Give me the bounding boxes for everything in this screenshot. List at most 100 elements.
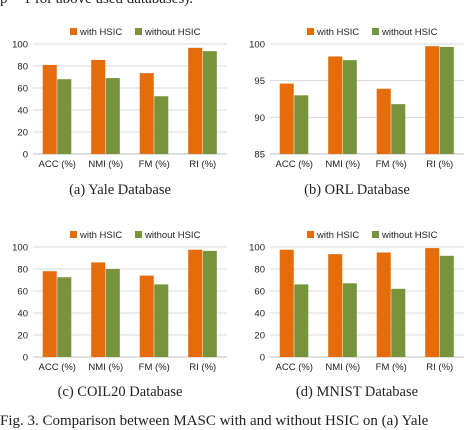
chart-coil20: with HSIC without HSIC 0 20 40 60 80 100 ACC (%)… — [12, 230, 227, 373]
chart-panel-coil20: with HSIC without HSIC 0 20 40 60 80 100 ACC (%)… — [0, 225, 237, 415]
legend: with HSIC without HSIC — [307, 27, 438, 38]
chart-caption: (c) COIL20 Database — [57, 384, 183, 400]
legend-label: without HSIC — [144, 27, 201, 38]
x-tick-label: NMI (%) — [88, 159, 123, 170]
y-tick-label: 40 — [17, 309, 28, 320]
bar-without-hsic — [391, 288, 406, 357]
bar-with-hsic — [139, 73, 154, 154]
x-tick-label: NMI (%) — [325, 159, 360, 170]
chart-mnist: with HSIC without HSIC 0 20 40 60 80 100 ACC (%)… — [249, 230, 464, 373]
bar-without-hsic — [154, 284, 169, 357]
y-tick-label: 20 — [254, 331, 265, 342]
y-tick-label: 80 — [254, 265, 265, 276]
x-tick-label: RI (%) — [189, 159, 216, 170]
bar-with-hsic — [42, 271, 57, 357]
x-tick-label: NMI (%) — [88, 362, 123, 373]
x-tick-label: ACC (%) — [276, 362, 313, 373]
figure-caption-text: Fig. 3. Comparison between MASC with and… — [0, 413, 429, 429]
y-tick-label: 95 — [254, 76, 265, 87]
legend-swatch-with-hsic — [70, 28, 77, 35]
chart-caption: (d) MNIST Database — [295, 384, 419, 400]
x-tick-label: NMI (%) — [325, 362, 360, 373]
x-tick-label: RI (%) — [426, 159, 453, 170]
y-tick-label: 85 — [254, 150, 265, 161]
bar-with-hsic — [328, 56, 343, 154]
chart-yale: with HSIC without HSIC 0 20 40 60 80 100 ACC (%)… — [12, 27, 227, 170]
figure-context-text: p = 1 for above used databases). — [0, 0, 193, 8]
bar-with-hsic — [188, 47, 203, 154]
legend-swatch-without-hsic — [135, 28, 142, 35]
y-tick-label: 80 — [17, 62, 28, 73]
legend-label: with HSIC — [316, 230, 359, 241]
legend-label: without HSIC — [144, 230, 201, 241]
bar-without-hsic — [105, 269, 120, 357]
y-tick-label: 20 — [17, 331, 28, 342]
y-tick-label: 40 — [17, 106, 28, 117]
x-tick-label: ACC (%) — [276, 159, 313, 170]
legend-swatch-with-hsic — [307, 28, 314, 35]
legend-swatch-without-hsic — [135, 231, 142, 238]
bar-without-hsic — [342, 60, 357, 155]
legend: with HSIC without HSIC — [307, 230, 438, 241]
chart-caption: (b) ORL Database — [304, 182, 410, 198]
x-tick-label: FM (%) — [376, 362, 407, 373]
bar-without-hsic — [439, 255, 454, 357]
bar-with-hsic — [91, 59, 106, 155]
bar-with-hsic — [279, 83, 294, 154]
bar-with-hsic — [42, 64, 57, 154]
y-tick-label: 0 — [23, 150, 28, 161]
legend-label: without HSIC — [381, 230, 438, 241]
legend: with HSIC without HSIC — [70, 27, 201, 38]
x-tick-label: FM (%) — [139, 159, 170, 170]
bar-with-hsic — [139, 275, 154, 357]
legend-label: with HSIC — [316, 27, 359, 38]
y-tick-label: 90 — [254, 113, 265, 124]
y-tick-label: 40 — [254, 309, 265, 320]
bar-with-hsic — [91, 262, 106, 357]
y-tick-label: 100 — [249, 40, 265, 51]
y-tick-label: 0 — [23, 353, 28, 364]
x-tick-label: ACC (%) — [39, 159, 76, 170]
bar-without-hsic — [294, 95, 309, 154]
chart-panel-yale: with HSIC without HSIC 0 20 40 60 80 100 ACC (%)… — [0, 22, 237, 212]
y-tick-label: 100 — [12, 243, 28, 254]
bar-without-hsic — [105, 78, 120, 154]
bar-without-hsic — [57, 79, 72, 154]
bar-without-hsic — [294, 284, 309, 357]
legend-swatch-with-hsic — [70, 231, 77, 238]
bar-without-hsic — [391, 104, 406, 154]
chart-orl: with HSIC without HSIC 85 90 95 100 ACC (%) NMI… — [249, 27, 464, 170]
y-tick-label: 20 — [17, 128, 28, 139]
chart-panel-mnist: with HSIC without HSIC 0 20 40 60 80 100 ACC (%)… — [237, 225, 474, 415]
legend: with HSIC without HSIC — [70, 230, 201, 241]
x-tick-label: RI (%) — [426, 362, 453, 373]
bar-with-hsic — [188, 249, 203, 357]
x-tick-label: ACC (%) — [39, 362, 76, 373]
legend-label: without HSIC — [381, 27, 438, 38]
bar-without-hsic — [342, 283, 357, 357]
legend-swatch-without-hsic — [372, 231, 379, 238]
y-tick-label: 60 — [17, 287, 28, 298]
bar-without-hsic — [202, 51, 217, 154]
legend-label: with HSIC — [79, 230, 122, 241]
legend-label: with HSIC — [79, 27, 122, 38]
bar-without-hsic — [57, 277, 72, 357]
bar-with-hsic — [376, 88, 391, 154]
bar-with-hsic — [376, 252, 391, 357]
y-tick-label: 60 — [17, 84, 28, 95]
y-tick-label: 60 — [254, 287, 265, 298]
y-tick-label: 100 — [12, 40, 28, 51]
legend-swatch-with-hsic — [307, 231, 314, 238]
x-tick-label: RI (%) — [189, 362, 216, 373]
bar-with-hsic — [425, 46, 440, 155]
bar-without-hsic — [439, 46, 454, 154]
x-tick-label: FM (%) — [139, 362, 170, 373]
legend-swatch-without-hsic — [372, 28, 379, 35]
bar-with-hsic — [279, 249, 294, 357]
bar-with-hsic — [328, 254, 343, 357]
y-tick-label: 100 — [249, 243, 265, 254]
bar-without-hsic — [202, 250, 217, 357]
bar-without-hsic — [154, 96, 169, 154]
y-tick-label: 0 — [260, 353, 265, 364]
bar-with-hsic — [425, 248, 440, 357]
